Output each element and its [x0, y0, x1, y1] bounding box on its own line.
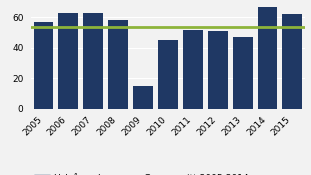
Bar	[282, 14, 302, 108]
Bar	[233, 37, 253, 108]
Bar	[208, 31, 228, 108]
Bar	[258, 7, 277, 108]
Bar	[158, 40, 178, 108]
Bar	[108, 20, 128, 108]
Bar	[183, 30, 203, 108]
Bar	[34, 22, 53, 108]
Bar	[133, 86, 153, 108]
Legend: Halvårsvolym, Genomsnitt 2005-2014: Halvårsvolym, Genomsnitt 2005-2014	[30, 170, 253, 175]
Bar	[58, 13, 78, 108]
Bar	[83, 13, 103, 108]
